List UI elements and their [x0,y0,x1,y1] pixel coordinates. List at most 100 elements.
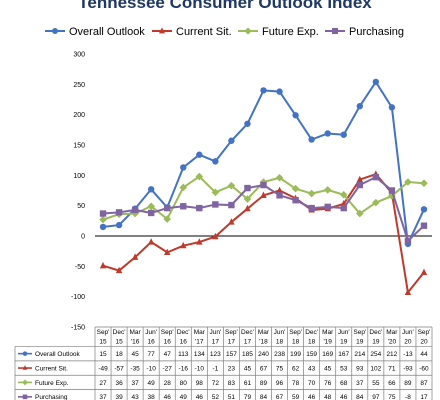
legend-item: Overall Outlook [45,26,145,38]
data-label: -1 [212,365,218,372]
data-label: 49 [180,394,188,400]
legend-label: Current Sit. [176,26,232,38]
data-label: 23 [228,365,236,372]
data-label: 37 [99,394,107,400]
data-point [164,248,171,255]
data-point [211,188,220,197]
data-point [372,173,380,181]
data-label: 51 [228,394,236,400]
y-tick-label: 150 [73,143,85,150]
data-point [292,197,299,204]
data-point [147,186,155,193]
data-label: 49 [148,380,156,387]
data-label: 47 [164,351,172,358]
data-label: 97 [372,394,380,400]
data-point [324,203,331,211]
data-label: 67 [260,365,268,372]
data-point [115,266,123,274]
x-tick-label: Jun' [338,329,350,336]
row-key-marker [22,351,28,356]
x-tick-label: 16 [148,339,156,346]
row-label: Purchasing [35,394,68,400]
data-point [372,198,380,207]
data-point [196,151,203,158]
data-label: 62 [292,365,300,372]
x-tick-label: Dec' [113,329,126,336]
legend-marker [159,27,165,34]
data-label: -8 [405,394,411,400]
x-tick-label: Sep' [97,329,110,336]
x-tick-label: 17 [228,339,236,346]
series-purchasing [99,173,428,245]
data-label: 66 [388,380,396,387]
data-point [195,172,204,181]
x-tick-label: Mar [194,329,206,336]
data-label: 68 [340,380,348,387]
data-point [180,203,187,210]
x-tick-label: Sep' [225,329,238,336]
data-point [420,222,428,229]
data-label: -10 [195,365,205,372]
data-label: -49 [98,365,108,372]
data-point [180,164,187,171]
x-tick-label: Sep' [353,329,366,336]
data-point [372,78,380,86]
data-label: -13 [403,351,413,358]
data-label: 157 [226,351,237,358]
data-label: 52 [212,394,220,400]
y-tick-label: 100 [73,173,85,180]
data-label: 167 [338,351,349,358]
legend-marker [332,28,338,34]
legend-marker [52,28,58,34]
data-label: 89 [404,380,412,387]
x-tick-label: Dec' [177,329,190,336]
data-label: 70 [308,380,316,387]
data-label: -16 [179,365,189,372]
x-tick-label: Jun' [145,329,157,336]
data-point [99,210,107,217]
data-label: 46 [340,394,348,400]
data-point [420,179,428,188]
data-label: 84 [260,394,268,400]
data-label: 17 [420,394,428,400]
data-label: 83 [228,380,236,387]
legend-marker [244,27,252,35]
x-tick-label: Sep' [418,329,431,336]
x-tick-label: 18 [276,339,284,346]
data-label: 89 [260,380,268,387]
data-point [355,209,364,218]
data-point [404,288,412,296]
series-line [102,80,425,248]
data-point [420,268,428,275]
data-label: 78 [292,380,300,387]
table-row: Future Exp. 27 36 37 49 28 80 98 72 83 61 89 96 78 70 7… [18,379,428,387]
data-point [147,202,155,211]
x-tick-label: '20 [388,339,397,346]
data-point [147,209,155,217]
data-label: 77 [148,351,156,358]
data-label: 96 [276,380,284,387]
data-label: 43 [132,394,140,400]
data-label: 36 [115,380,123,387]
legend-label: Overall Outlook [69,26,145,38]
row-label: Overall Outlook [35,351,81,358]
data-label: 37 [356,380,364,387]
data-label: 113 [178,351,189,358]
data-label: 55 [372,380,380,387]
data-point [276,186,283,194]
data-point [260,181,267,189]
data-label: -93 [403,365,413,372]
data-label: 159 [306,351,317,358]
data-label: 71 [388,365,396,372]
data-point [388,187,396,194]
data-point [308,136,315,143]
data-label: 38 [148,394,156,400]
data-label: 27 [99,380,107,387]
data-label: 87 [420,380,428,387]
data-point [308,204,315,212]
data-point [356,181,363,189]
chart-title: Tennessee Consumer Outlook Index [78,0,372,12]
data-label: 72 [212,380,220,387]
data-label: 134 [194,351,205,358]
data-point [196,238,203,245]
